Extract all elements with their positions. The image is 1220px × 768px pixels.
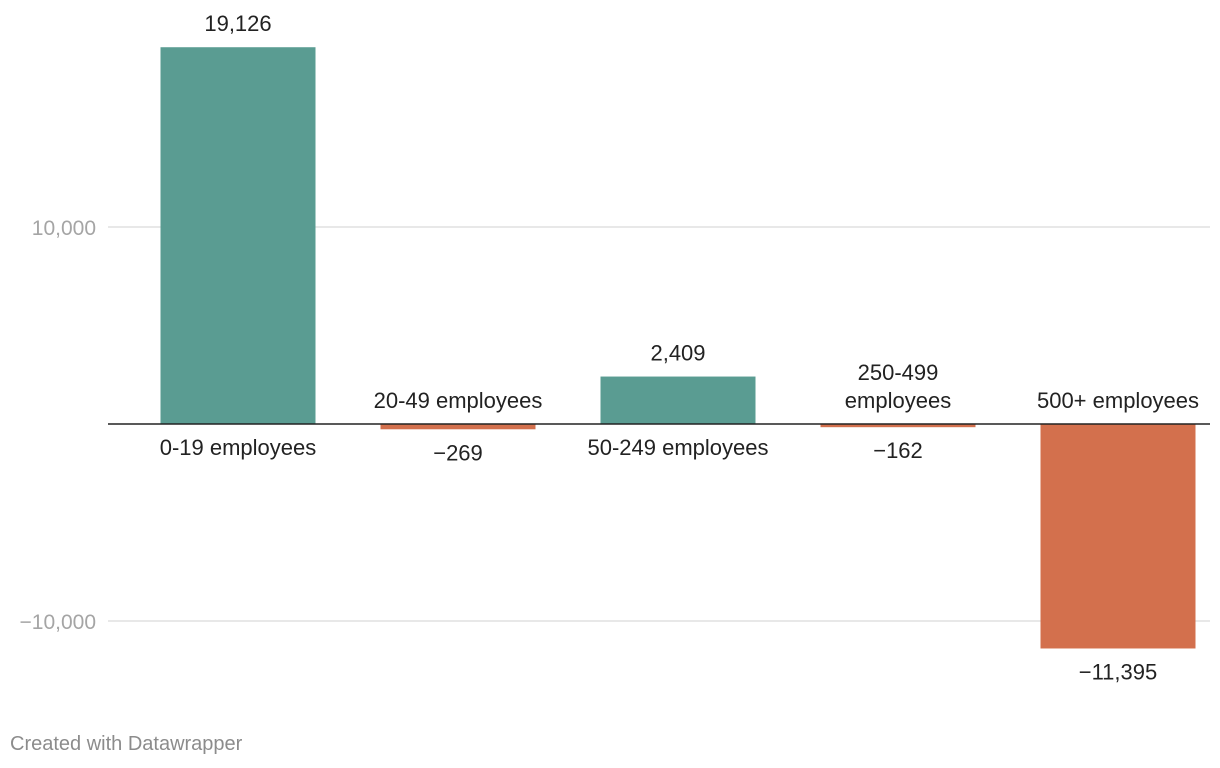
category-label-line: 250-499 [858, 360, 939, 385]
bar [820, 424, 976, 428]
category-label-line: 50-249 employees [587, 435, 768, 460]
category-label-line: employees [845, 388, 951, 413]
value-label: 19,126 [204, 11, 271, 36]
value-label: 2,409 [650, 341, 705, 366]
category-label: 500+ employees [1037, 388, 1199, 413]
bar [160, 47, 316, 424]
value-label: −162 [873, 438, 923, 463]
labels: −10,000 10,000 19,126 0-19 employees −269 20-… [20, 11, 1200, 684]
bar [600, 376, 756, 424]
y-tick-label: 10,000 [32, 217, 96, 240]
value-label: −11,395 [1079, 659, 1158, 684]
bar [380, 424, 536, 430]
bars [160, 47, 1196, 649]
category-label-line: 500+ employees [1037, 388, 1199, 413]
category-label: 250-499 employees [845, 360, 951, 413]
bar [1040, 424, 1196, 649]
category-label: 0-19 employees [160, 435, 317, 460]
value-label: −269 [433, 440, 483, 465]
category-label: 50-249 employees [587, 435, 768, 460]
y-tick-label: −10,000 [20, 611, 97, 634]
category-label-line: 0-19 employees [160, 435, 317, 460]
footer-credit: Created with Datawrapper [10, 733, 243, 755]
category-label-line: 20-49 employees [374, 388, 543, 413]
category-label: 20-49 employees [374, 388, 543, 413]
